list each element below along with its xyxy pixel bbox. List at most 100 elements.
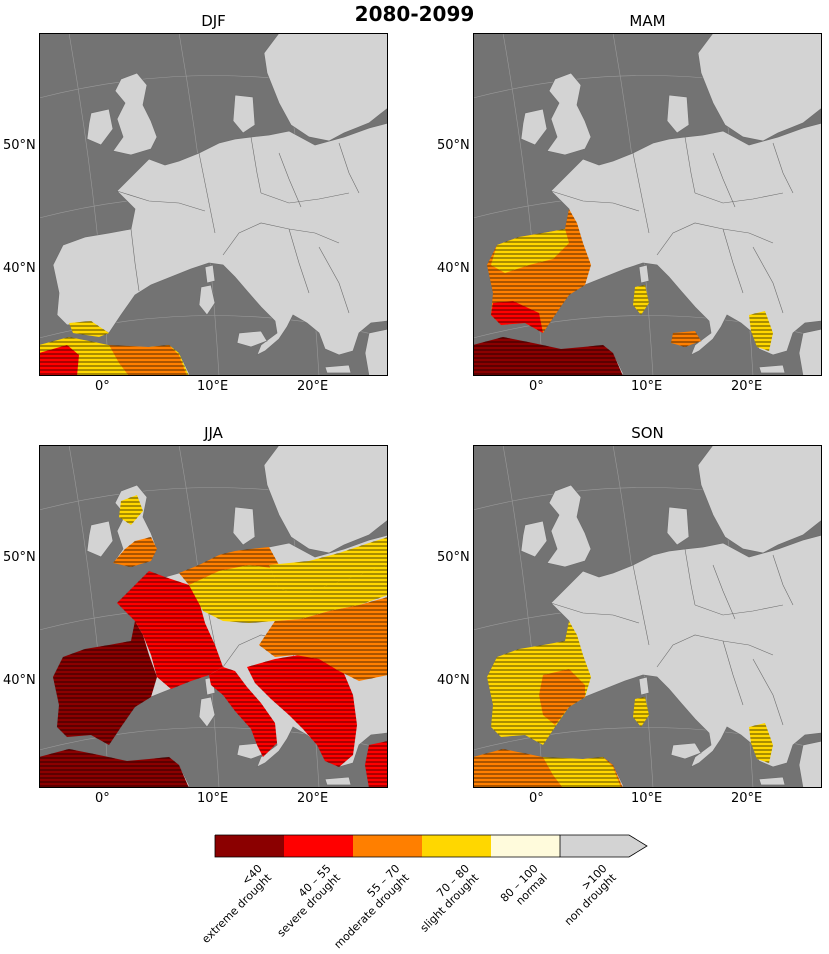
land-corsica	[204, 264, 216, 284]
lat-tick-label: 40°N	[437, 261, 470, 276]
land-ireland	[520, 520, 548, 558]
country-border	[288, 228, 310, 294]
colorbar-segment-severe	[284, 835, 353, 857]
land-ireland	[86, 108, 114, 146]
country-border	[116, 190, 206, 212]
significance-hatch	[365, 741, 388, 788]
lon-tick-label: 0°	[95, 379, 110, 394]
map-panel-son	[473, 445, 822, 788]
country-border	[656, 634, 774, 668]
colorbar-segment-extreme	[215, 835, 284, 857]
country-border	[130, 228, 140, 292]
land-sardinia	[198, 696, 216, 728]
country-border	[198, 152, 216, 234]
lat-tick-label: 50°N	[437, 138, 470, 153]
lon-tick-label: 10°E	[631, 379, 663, 394]
land-sicily	[236, 330, 268, 348]
lon-tick-label: 20°E	[297, 791, 329, 806]
significance-hatch	[473, 337, 623, 376]
map-panel-jja	[39, 445, 388, 788]
significance-hatch	[39, 749, 189, 788]
country-border	[712, 152, 736, 208]
land-crete	[758, 776, 786, 786]
colorbar-label-non: >100 non drought	[553, 862, 619, 928]
panel-title-son: SON	[631, 424, 664, 442]
country-border	[772, 142, 794, 194]
map-frame	[473, 445, 822, 788]
land-main	[52, 122, 388, 356]
land-scand	[697, 445, 822, 554]
land-sardinia	[198, 284, 216, 316]
lat-tick-label: 50°N	[437, 550, 470, 565]
colorbar-frame	[214, 834, 560, 858]
lon-tick-label: 10°E	[631, 791, 663, 806]
land-denmark	[666, 94, 690, 134]
country-border	[550, 602, 640, 624]
significance-hatch	[39, 345, 79, 376]
country-border	[338, 142, 360, 194]
land-gb	[112, 72, 158, 156]
country-border	[712, 564, 736, 620]
lon-tick-label: 0°	[95, 791, 110, 806]
land-corsica	[638, 264, 650, 284]
lat-tick-label: 40°N	[3, 673, 36, 688]
country-border	[752, 246, 784, 314]
colorbar-label-normal: 80 – 100 normal	[498, 862, 550, 914]
significance-hatch	[109, 345, 187, 376]
lon-tick-label: 20°E	[731, 791, 763, 806]
country-border	[278, 152, 302, 208]
land-turkey	[798, 328, 822, 376]
significance-hatch	[543, 757, 621, 788]
map-frame	[39, 33, 388, 376]
land-turkey	[364, 328, 388, 376]
colorbar-segment-slight	[422, 835, 491, 857]
land-crete	[324, 364, 352, 374]
country-border	[260, 192, 350, 204]
colorbar-segment-non	[559, 834, 648, 858]
colorbar-label-extreme: <40 extreme drought	[190, 862, 274, 946]
lon-tick-label: 0°	[529, 379, 544, 394]
country-border	[694, 604, 784, 616]
country-border	[250, 136, 262, 194]
country-border	[222, 222, 340, 256]
significance-hatch	[247, 655, 357, 767]
significance-hatch	[69, 321, 109, 337]
significance-hatch	[209, 667, 277, 757]
significance-hatch	[749, 311, 773, 351]
significance-hatch	[491, 301, 543, 333]
land-corsica	[638, 676, 650, 696]
significance-hatch	[119, 495, 143, 525]
country-border	[318, 246, 350, 314]
lat-tick-label: 50°N	[3, 550, 36, 565]
land-turkey	[798, 740, 822, 788]
land-gb	[546, 72, 592, 156]
country-border	[656, 222, 774, 256]
significance-hatch	[113, 537, 157, 567]
lon-tick-label: 20°E	[731, 379, 763, 394]
significance-hatch	[633, 285, 649, 315]
country-border	[722, 228, 744, 294]
significance-hatch	[269, 537, 388, 593]
country-border	[632, 564, 650, 646]
country-border	[722, 640, 744, 706]
lon-tick-label: 20°E	[297, 379, 329, 394]
significance-hatch	[53, 621, 157, 745]
land-crete	[324, 776, 352, 786]
significance-hatch	[487, 621, 591, 745]
country-border	[684, 136, 696, 194]
land-crete	[758, 364, 786, 374]
significance-hatch	[749, 723, 773, 763]
panel-title-djf: DJF	[201, 12, 226, 30]
land-denmark	[232, 506, 256, 546]
colorbar-segment-moderate	[353, 835, 422, 857]
lon-tick-label: 10°E	[197, 379, 229, 394]
country-border	[694, 192, 784, 204]
lon-tick-label: 0°	[529, 791, 544, 806]
significance-hatch	[633, 697, 649, 727]
lat-tick-label: 50°N	[3, 138, 36, 153]
significance-hatch	[491, 229, 569, 273]
colorbar-label-slight: 70 – 80 slight drought	[408, 862, 481, 935]
country-border	[632, 152, 650, 234]
significance-hatch	[671, 331, 701, 347]
land-ireland	[86, 520, 114, 558]
